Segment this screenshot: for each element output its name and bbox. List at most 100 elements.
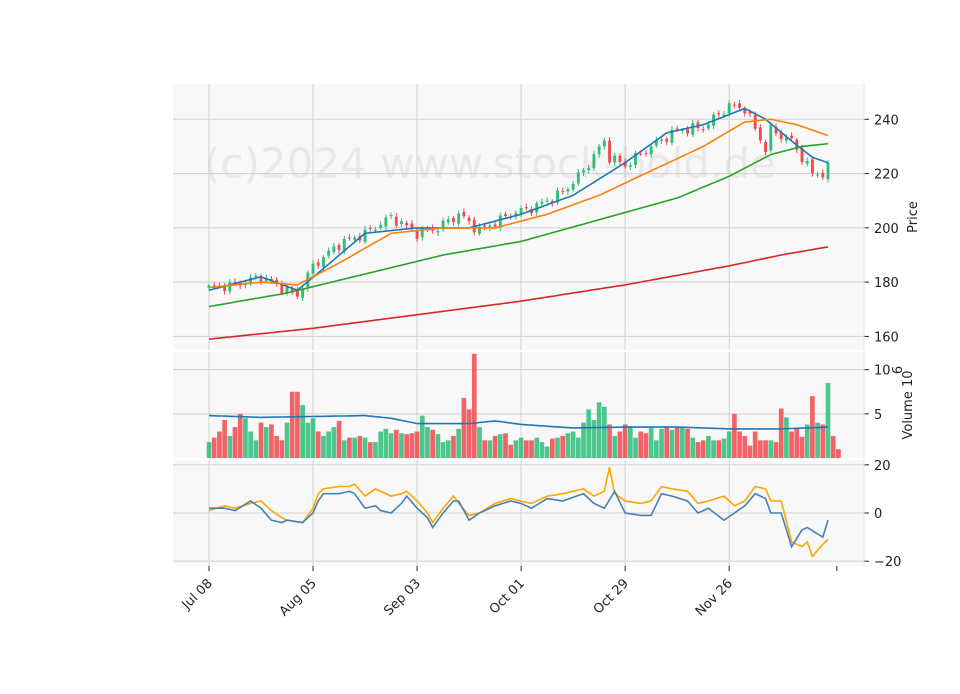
volume-bar <box>289 391 295 458</box>
watermark-text: (c)2024 www.stock-bold.de <box>204 139 776 188</box>
candle-body <box>634 153 637 165</box>
volume-tick-label: 5 <box>874 408 882 423</box>
x-tick-label: Aug 05 <box>277 576 320 619</box>
candle-body <box>597 146 601 155</box>
volume-bar <box>274 435 279 458</box>
candle-body <box>295 290 299 297</box>
volume-bar <box>680 427 685 458</box>
volume-bar <box>648 427 654 458</box>
volume-bar <box>482 440 488 458</box>
candle-body <box>779 131 783 140</box>
volume-bar <box>830 435 836 458</box>
price-ma2-line <box>208 118 829 289</box>
volume-bar <box>794 427 800 458</box>
volume-bar <box>685 428 690 458</box>
volume-bar <box>820 424 826 458</box>
volume-bar <box>461 397 467 458</box>
candle-body <box>660 139 663 141</box>
volume-bar <box>654 440 659 458</box>
volume-bar <box>575 437 581 458</box>
volume-bar <box>352 437 357 458</box>
candle-body <box>649 146 653 155</box>
candle-body <box>524 207 528 209</box>
candle-body <box>758 127 762 141</box>
volume-bar <box>643 433 649 458</box>
volume-bar <box>586 409 592 458</box>
candle-body <box>394 216 398 226</box>
x-tick-label: Nov 26 <box>693 576 736 619</box>
candle-body <box>368 227 372 229</box>
volume-bar <box>425 427 430 458</box>
candle-body <box>618 155 622 163</box>
volume-bar <box>451 435 456 458</box>
volume-bar <box>321 435 326 458</box>
volume-bar <box>523 440 529 458</box>
candle-body <box>342 238 346 252</box>
candle-body <box>727 103 731 114</box>
candle-body <box>670 129 674 143</box>
volume-bar <box>773 442 779 458</box>
candle-body <box>665 138 669 142</box>
volume-bar <box>534 437 540 458</box>
volume-bar <box>674 427 680 458</box>
candle-body <box>592 154 596 169</box>
volume-bar <box>784 417 789 458</box>
volume-bar <box>518 437 524 458</box>
candle-body <box>644 153 648 155</box>
candle-body <box>223 285 227 292</box>
candle-body <box>654 140 658 146</box>
volume-bar <box>331 427 337 458</box>
candle-body <box>280 283 284 294</box>
candle-body <box>379 224 383 229</box>
candle-body <box>207 285 211 288</box>
volume-bar <box>711 440 716 458</box>
volume-bar <box>763 440 768 458</box>
price-tick-label: 220 <box>874 168 899 183</box>
candle-body <box>311 263 315 274</box>
oscillator-line-orange <box>208 467 829 558</box>
volume-bar <box>404 434 410 458</box>
volume-bar <box>409 433 415 458</box>
candle-body <box>467 217 471 222</box>
candle-body <box>686 129 689 134</box>
volume-bar <box>440 442 446 458</box>
candle-body <box>306 272 310 289</box>
candle-body <box>561 191 565 193</box>
volume-bar <box>721 438 727 458</box>
candle-body <box>556 190 559 203</box>
volume-bar <box>836 449 841 458</box>
volume-bar <box>815 422 820 458</box>
price-tick-label: 240 <box>874 113 899 128</box>
volume-bar <box>263 427 269 458</box>
volume-bar <box>690 437 696 458</box>
volume-bar <box>222 420 227 458</box>
volume-bar <box>752 431 758 458</box>
candle-body <box>608 140 611 163</box>
volume-bar <box>669 429 675 458</box>
volume-bar <box>284 422 290 458</box>
candle-body <box>691 123 695 135</box>
volume-bar <box>217 431 222 458</box>
candle-body <box>680 130 684 132</box>
volume-tick-label: 10 <box>874 364 891 379</box>
candle-body <box>540 202 544 204</box>
candle-body <box>504 214 507 216</box>
candle-body <box>269 278 273 281</box>
volume-bar <box>529 440 534 458</box>
volume-bar <box>466 409 472 458</box>
candle-body <box>259 276 263 282</box>
candle-body <box>774 126 778 134</box>
candle-body <box>722 114 726 116</box>
price-ma3-line <box>208 142 829 308</box>
volume-bar <box>430 429 436 458</box>
volume-bar <box>341 440 347 458</box>
volume-bar <box>544 446 550 458</box>
volume-bar <box>414 431 420 458</box>
volume-bar <box>555 437 560 458</box>
candle-body <box>706 124 710 129</box>
candle-body <box>452 218 455 223</box>
candle-body <box>316 262 320 266</box>
volume-bar <box>367 442 373 458</box>
candle-body <box>405 222 409 226</box>
volume-bar <box>789 431 794 458</box>
